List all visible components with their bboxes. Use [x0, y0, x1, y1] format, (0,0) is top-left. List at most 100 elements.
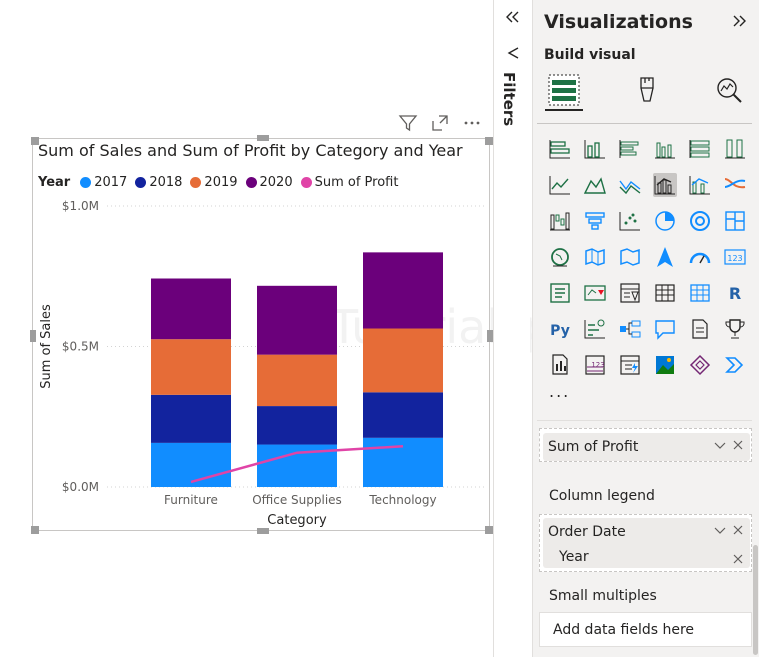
- svg-text:R: R: [729, 284, 741, 303]
- clustered-column-chart-icon[interactable]: [653, 137, 677, 161]
- field-pill-order-date[interactable]: Order Date: [543, 518, 750, 568]
- build-visual-label: Build visual: [544, 47, 636, 63]
- gauge-icon[interactable]: [688, 245, 712, 269]
- funnel-icon[interactable]: [583, 209, 607, 233]
- metrics-icon[interactable]: [723, 317, 747, 341]
- line-and-clustered-column-chart-icon[interactable]: [688, 173, 712, 197]
- stacked-area-chart-icon[interactable]: [618, 173, 642, 197]
- filters-pane-collapsed: [494, 0, 530, 657]
- remove-subfield-icon[interactable]: [732, 550, 744, 569]
- more-visuals-button[interactable]: ...: [549, 382, 571, 401]
- filters-pane-label[interactable]: Filters: [500, 72, 518, 127]
- arcgis-map-icon[interactable]: [653, 353, 677, 377]
- table-icon[interactable]: [653, 281, 677, 305]
- bar-segment: [363, 252, 443, 329]
- visual-header-toolbar: [398, 113, 482, 133]
- field-pill-sum-of-profit[interactable]: Sum of Profit: [543, 433, 750, 461]
- pane-separator: [537, 123, 752, 124]
- collapse-chevrons-icon[interactable]: [504, 9, 520, 30]
- legend-dot: [135, 177, 147, 188]
- more-options-icon[interactable]: [462, 113, 482, 133]
- legend-item-sum-of-profit[interactable]: Sum of Profit: [300, 175, 398, 190]
- 100-stacked-bar-chart-icon[interactable]: [688, 137, 712, 161]
- line-chart-icon[interactable]: [548, 173, 572, 197]
- power-automate-flow-icon[interactable]: [723, 353, 747, 377]
- resize-handle-top-right[interactable]: [485, 137, 493, 145]
- scatter-chart-icon[interactable]: [618, 209, 642, 233]
- smart-narrative-icon[interactable]: [688, 317, 712, 341]
- format-brush-icon: [640, 77, 654, 102]
- resize-handle-left[interactable]: [30, 330, 36, 342]
- card-icon[interactable]: 123: [723, 245, 747, 269]
- pane-scrollbar[interactable]: [753, 545, 758, 655]
- bar-segment: [257, 406, 337, 445]
- legend-item-2017[interactable]: 2017: [80, 175, 127, 190]
- remove-field-icon[interactable]: [732, 524, 744, 540]
- python-visual-icon[interactable]: Py: [548, 317, 572, 341]
- line-and-stacked-column-chart-icon[interactable]: [653, 173, 677, 197]
- combo-chart: $0.0M $0.5M $1.0M Sum of Sales Furniture Offi…: [39, 199, 487, 528]
- multi-row-card-icon[interactable]: [548, 281, 572, 305]
- bar-segment: [151, 442, 231, 487]
- azure-map-icon[interactable]: [653, 245, 677, 269]
- slicer-icon[interactable]: [618, 281, 642, 305]
- format-visual-tab[interactable]: [628, 71, 666, 109]
- get-more-visuals-icon[interactable]: [688, 353, 712, 377]
- resize-handle-bottom-left[interactable]: [31, 526, 39, 534]
- y-axis-title: Sum of Sales: [39, 304, 54, 389]
- y-tick-label: $0.0M: [62, 480, 99, 494]
- resize-handle-right[interactable]: [487, 330, 493, 342]
- x-axis-title: Category: [267, 513, 327, 528]
- filled-map-icon[interactable]: [583, 245, 607, 269]
- area-chart-icon[interactable]: [583, 173, 607, 197]
- map-icon[interactable]: [548, 245, 572, 269]
- pie-chart-icon[interactable]: [653, 209, 677, 233]
- expand-chevrons-icon[interactable]: [732, 13, 748, 34]
- r-visual-icon[interactable]: R: [723, 281, 747, 305]
- bar-segment: [151, 339, 231, 395]
- legend-label: 2020: [259, 175, 293, 190]
- y-tick-label: $1.0M: [62, 199, 99, 213]
- y-tick-label: $0.5M: [62, 340, 99, 354]
- shape-map-icon[interactable]: [618, 245, 642, 269]
- visual-type-gallery: 123 R Py 123: [548, 137, 751, 382]
- waterfall-chart-icon[interactable]: [548, 209, 572, 233]
- resize-handle-bottom-right[interactable]: [485, 526, 493, 534]
- stacked-column-chart-icon[interactable]: [583, 137, 607, 161]
- field-subitem-year[interactable]: Year: [559, 549, 589, 565]
- clustered-bar-chart-icon[interactable]: [618, 137, 642, 161]
- chevron-down-icon[interactable]: [714, 439, 726, 455]
- resize-handle-top[interactable]: [257, 135, 269, 141]
- build-visual-tab[interactable]: [545, 71, 583, 111]
- legend-label: 2018: [149, 175, 183, 190]
- legend-dot: [190, 177, 202, 188]
- paginated-report-icon[interactable]: [548, 353, 572, 377]
- ribbon-chart-icon[interactable]: [723, 173, 747, 197]
- power-automate-icon[interactable]: [618, 353, 642, 377]
- bar-segment: [257, 285, 337, 355]
- focus-mode-icon[interactable]: [430, 113, 450, 133]
- small-multiples-drop-zone[interactable]: Add data fields here: [539, 612, 752, 647]
- chevron-down-icon[interactable]: [714, 524, 726, 540]
- analytics-tab[interactable]: [710, 71, 748, 109]
- stacked-bar-chart-icon[interactable]: [548, 137, 572, 161]
- legend-label: 2019: [204, 175, 238, 190]
- filter-icon[interactable]: [398, 113, 418, 133]
- legend-item-2020[interactable]: 2020: [245, 175, 293, 190]
- bar-segment: [363, 392, 443, 438]
- 100-stacked-column-chart-icon[interactable]: [723, 137, 747, 161]
- legend-item-2019[interactable]: 2019: [190, 175, 238, 190]
- treemap-icon[interactable]: [723, 209, 747, 233]
- resize-handle-top-left[interactable]: [31, 137, 39, 145]
- remove-field-icon[interactable]: [732, 439, 744, 455]
- donut-chart-icon[interactable]: [688, 209, 712, 233]
- decomposition-tree-icon[interactable]: [618, 317, 642, 341]
- resize-handle-bottom[interactable]: [257, 528, 269, 534]
- key-influencers-icon[interactable]: [583, 317, 607, 341]
- kpi-icon[interactable]: [583, 281, 607, 305]
- legend-item-2018[interactable]: 2018: [135, 175, 182, 190]
- filter-pane-icon[interactable]: [506, 46, 520, 64]
- matrix-icon[interactable]: [688, 281, 712, 305]
- qna-icon[interactable]: [653, 317, 677, 341]
- power-apps-icon[interactable]: 123: [583, 353, 607, 377]
